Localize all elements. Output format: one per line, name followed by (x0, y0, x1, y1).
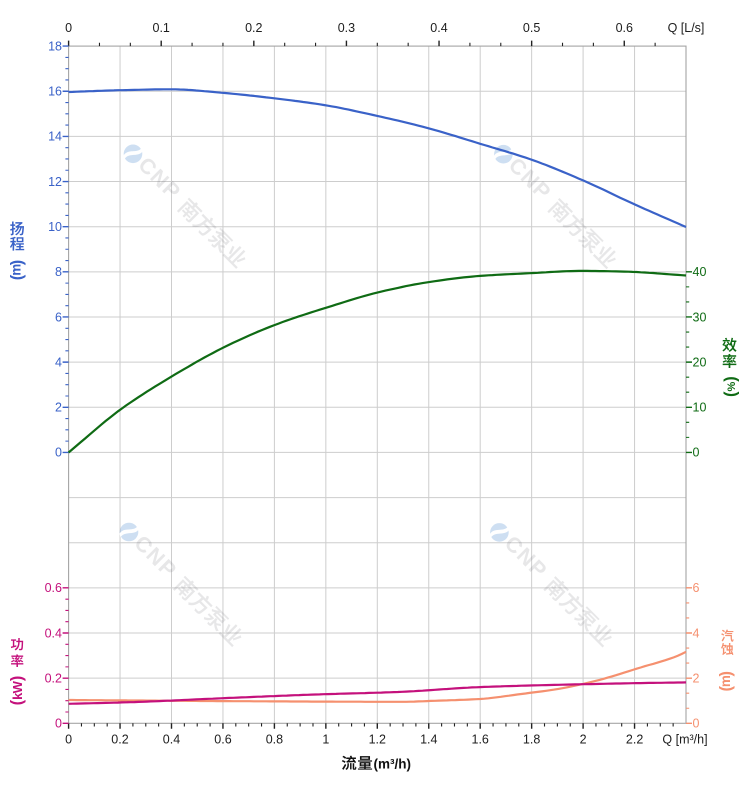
svg-text:m: m (9, 264, 24, 276)
svg-text:(: ( (8, 274, 26, 280)
svg-text:Q [m³/h]: Q [m³/h] (662, 733, 707, 747)
svg-text:k: k (10, 692, 25, 700)
svg-text:0: 0 (65, 733, 72, 747)
svg-text:4: 4 (693, 626, 700, 640)
svg-text:30: 30 (693, 310, 707, 324)
svg-text:m: m (718, 675, 733, 687)
svg-text:8: 8 (55, 265, 62, 279)
svg-text:0: 0 (693, 446, 700, 460)
svg-text:0: 0 (55, 446, 62, 460)
svg-text:): ) (8, 260, 26, 266)
svg-text:): ) (722, 376, 740, 382)
svg-text:0.4: 0.4 (163, 733, 180, 747)
svg-text:(: ( (717, 686, 735, 692)
svg-text:0: 0 (693, 717, 700, 731)
svg-text:0: 0 (65, 21, 72, 35)
svg-text:0.2: 0.2 (45, 672, 62, 686)
svg-text:1: 1 (322, 733, 329, 747)
svg-text:0.8: 0.8 (266, 733, 283, 747)
svg-text:1.8: 1.8 (523, 733, 540, 747)
svg-text:2: 2 (693, 672, 700, 686)
svg-text:0.6: 0.6 (45, 581, 62, 595)
svg-text:1.4: 1.4 (420, 733, 437, 747)
svg-text:0.4: 0.4 (430, 21, 447, 35)
svg-text:0.2: 0.2 (245, 21, 262, 35)
svg-text:6: 6 (55, 310, 62, 324)
svg-text:2: 2 (55, 401, 62, 415)
svg-text:0.2: 0.2 (111, 733, 128, 747)
svg-text:0: 0 (55, 717, 62, 731)
svg-text:): ) (717, 671, 735, 677)
svg-text:16: 16 (48, 85, 62, 99)
svg-text:%: % (726, 382, 738, 392)
svg-text:0.6: 0.6 (214, 733, 231, 747)
svg-text:4: 4 (55, 355, 62, 369)
svg-text:0.5: 0.5 (523, 21, 540, 35)
svg-text:18: 18 (48, 39, 62, 53)
svg-text:14: 14 (48, 130, 62, 144)
svg-text:12: 12 (48, 175, 62, 189)
svg-text:20: 20 (693, 355, 707, 369)
svg-text:6: 6 (693, 581, 700, 595)
svg-text:0.6: 0.6 (616, 21, 633, 35)
svg-text:1.6: 1.6 (472, 733, 489, 747)
svg-text:W: W (10, 680, 25, 693)
svg-text:(: ( (8, 699, 26, 705)
svg-text:): ) (8, 676, 26, 682)
svg-text:0.3: 0.3 (338, 21, 355, 35)
svg-text:2.2: 2.2 (626, 733, 643, 747)
svg-text:10: 10 (48, 220, 62, 234)
svg-text:Q [L/s]: Q [L/s] (668, 21, 705, 35)
svg-text:1.2: 1.2 (369, 733, 386, 747)
svg-text:10: 10 (693, 401, 707, 415)
svg-text:40: 40 (693, 265, 707, 279)
svg-text:0.1: 0.1 (153, 21, 170, 35)
svg-text:(: ( (722, 391, 740, 397)
svg-text:2: 2 (580, 733, 587, 747)
svg-text:0.4: 0.4 (45, 626, 62, 640)
svg-text:(m³/h): (m³/h) (374, 756, 412, 771)
